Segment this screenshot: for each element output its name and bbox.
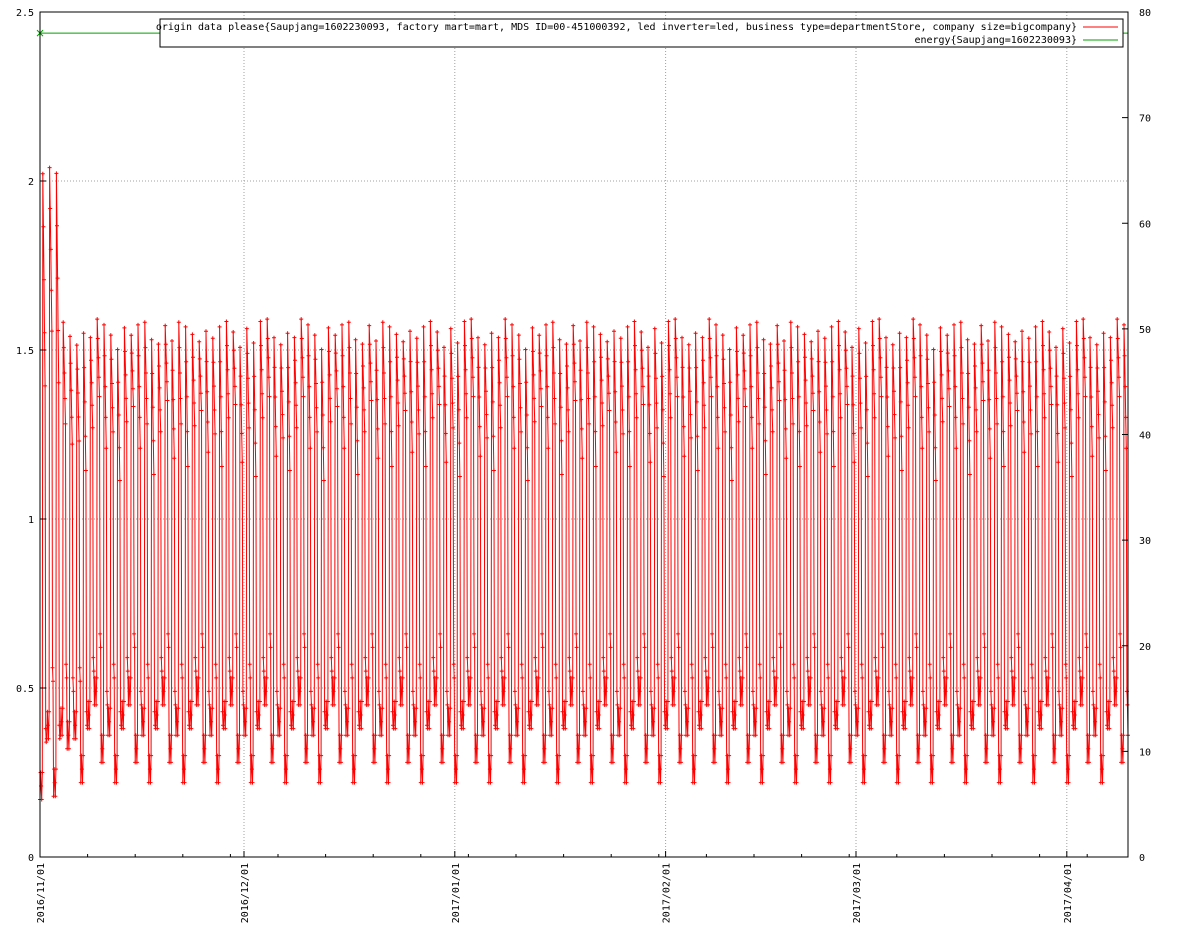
- series-layer: [36, 29, 1130, 802]
- axes: 0 0.5 1 1.5 2 2.5 0 10 20 30 40 50 60 70 80 2016/11/01 2…: [16, 8, 1151, 923]
- y-right-tick-label: 60: [1139, 219, 1151, 230]
- x-tick-label: 2017/04/01: [1063, 863, 1074, 923]
- y-left-tick-label: 0: [28, 853, 34, 864]
- x-tick-label: 2017/02/01: [662, 863, 673, 923]
- y-left-tick-label: 2.5: [16, 8, 34, 19]
- x-tick-label: 2016/12/01: [240, 863, 251, 923]
- y-left-tick-label: 1.5: [16, 346, 34, 357]
- y-left-tick-label: 1: [28, 515, 34, 526]
- legend-entry-energy: energy{Saupjang=1602230093}: [914, 35, 1077, 46]
- x-tick-label: 2017/01/01: [451, 863, 462, 923]
- y-right-tick-label: 80: [1139, 8, 1151, 19]
- y-right-tick-label: 30: [1139, 536, 1151, 547]
- y-right-tick-label: 50: [1139, 325, 1151, 336]
- legend: origin data please{Saupjang=1602230093, …: [156, 18, 1124, 48]
- y-right-tick-label: 70: [1139, 114, 1151, 125]
- y-right-tick-label: 10: [1139, 747, 1151, 758]
- y-right-tick-label: 0: [1139, 853, 1145, 864]
- legend-box: [159, 18, 1124, 48]
- y-left-tick-label: 2: [28, 177, 34, 188]
- y-left-tick-label: 0.5: [16, 684, 34, 695]
- x-tick-label: 2017/03/01: [852, 863, 863, 923]
- y-right-tick-label: 20: [1139, 642, 1151, 653]
- x-tick-label: 2016/11/01: [36, 863, 47, 923]
- legend-entry-origin-data: origin data please{Saupjang=1602230093, …: [156, 22, 1077, 33]
- y-right-tick-label: 40: [1139, 431, 1151, 442]
